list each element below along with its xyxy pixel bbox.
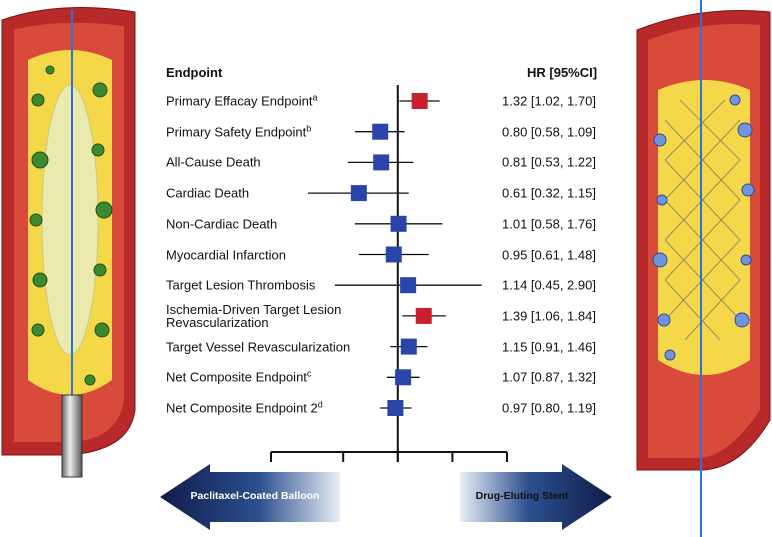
hr-point [385,246,402,263]
hr-point [390,215,407,232]
endpoint-label: Target Lesion Thrombosis [166,277,316,293]
hr-point [400,277,417,294]
hr-label: 0.97 [0.80, 1.19] [502,400,596,416]
hr-point [400,338,417,355]
endpoint-label: Target Vessel Revascularization [166,339,351,355]
endpoint-label: Cardiac Death [166,185,250,201]
hr-point [387,400,404,416]
endpoint-label: Net Composite Endpoint 2d [166,399,323,416]
endpoint-label: Primary Effacay Endpointa [166,92,318,109]
hr-label: 0.80 [0.58, 1.09] [502,124,596,140]
hr-point [395,369,412,386]
hr-header: HR [95%CI] [527,65,598,80]
stent-illustration [636,0,771,537]
hr-label: 1.32 [1.02, 1.70] [502,93,596,109]
endpoint-label: Net Composite Endpointc [166,368,312,385]
footnote-mark: c [306,368,312,379]
footnote-mark: a [312,92,318,103]
right-arrow-label: Drug-Eluting Stent [475,490,569,502]
hr-point [373,154,390,171]
endpoint-label: Myocardial Infarction [166,247,286,262]
hr-label: 1.15 [0.91, 1.46] [502,339,596,355]
endpoint-label: Non-Cardiac Death [166,216,278,232]
hr-label: 1.01 [0.58, 1.76] [502,216,596,232]
hr-label: 0.61 [0.32, 1.15] [502,185,596,201]
balloon-illustration [1,7,136,478]
endpoint-header: Endpoint [166,65,223,80]
footnote-mark: b [306,123,312,134]
hr-label: 1.39 [1.06, 1.84] [502,308,596,324]
hr-label: 0.95 [0.61, 1.48] [502,247,596,262]
hr-label: 1.07 [0.87, 1.32] [502,369,596,385]
hr-label: 0.81 [0.53, 1.22] [502,154,596,170]
hr-label: 1.14 [0.45, 2.90] [502,277,596,293]
right-arrow [460,464,612,530]
endpoint-label: Ischemia-Driven Target Lesion Revascular… [166,301,342,330]
hr-point [415,307,432,324]
footnote-mark: d [317,399,323,410]
hr-point [411,93,428,109]
hr-point [350,185,367,202]
left-arrow-label: Paclitaxel-Coated Balloon [190,490,320,502]
endpoint-label: Primary Safety Endpointb [166,123,312,140]
left-arrow [160,464,340,530]
endpoint-label: All-Cause Death [166,154,261,170]
hr-point [372,123,389,140]
